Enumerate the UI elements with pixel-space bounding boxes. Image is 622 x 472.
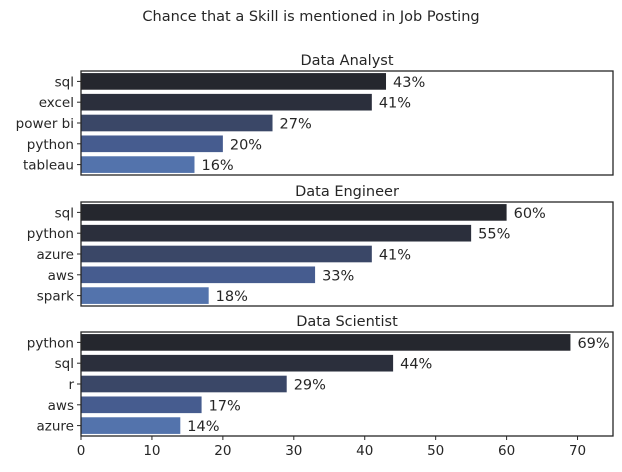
category-label: sql <box>55 356 74 372</box>
category-label: python <box>27 226 74 242</box>
x-tick-label: 30 <box>285 443 302 459</box>
bar-aws <box>81 266 316 284</box>
value-label: 41% <box>379 96 411 112</box>
bar-aws <box>81 396 202 414</box>
bar-python <box>81 135 223 153</box>
panel-data-analyst: Data Analyst sql 43% excel 41% power bi 27% pyt… <box>16 53 614 176</box>
category-label: r <box>68 377 74 393</box>
bar-sql <box>81 73 387 90</box>
category-label: spark <box>37 289 74 305</box>
bar-tableau <box>81 156 195 173</box>
category-label: python <box>27 335 74 351</box>
bar-spark <box>81 287 209 304</box>
x-tick-label: 70 <box>569 443 586 459</box>
category-label: power bi <box>16 116 74 132</box>
panel-data-scientist: Data Scientist python 69% sql 44% r 29% aws 17% a… <box>27 314 614 437</box>
category-label: aws <box>48 268 74 284</box>
x-tick-label: 60 <box>498 443 515 459</box>
bar-r <box>81 375 287 393</box>
value-label: 41% <box>379 248 411 264</box>
value-label: 29% <box>294 378 326 394</box>
category-label: sql <box>55 205 74 221</box>
value-label: 43% <box>393 75 425 91</box>
bar-azure <box>81 245 372 263</box>
bar-sql <box>81 354 394 372</box>
value-label: 44% <box>400 357 432 373</box>
panel-frame <box>80 70 614 176</box>
bar-sql <box>81 204 507 221</box>
value-label: 16% <box>201 158 233 174</box>
category-label: aws <box>48 398 74 414</box>
panels: Data Analyst sql 43% excel 41% power bi 27% pyt… <box>16 53 614 437</box>
panel-title: Data Scientist <box>296 314 398 330</box>
bar-excel <box>81 93 372 111</box>
value-label: 33% <box>322 268 354 284</box>
category-label: sql <box>55 74 74 90</box>
panel-frame <box>80 201 614 307</box>
panel-data-engineer: Data Engineer sql 60% python 55% azure 41% aws 3… <box>27 184 614 307</box>
panel-title: Data Analyst <box>300 53 393 69</box>
value-label: 69% <box>577 336 609 352</box>
category-label: azure <box>37 247 74 263</box>
figure-title: Chance that a Skill is mentioned in Job … <box>142 9 479 25</box>
x-tick-label: 10 <box>143 443 160 459</box>
x-tick-label: 20 <box>214 443 231 459</box>
panel-title: Data Engineer <box>295 184 399 200</box>
bar-python <box>81 334 571 351</box>
category-label: excel <box>39 95 74 111</box>
value-label: 20% <box>230 137 262 153</box>
panel-frame <box>80 331 614 437</box>
category-label: tableau <box>23 158 74 174</box>
x-axis: 0 10 20 30 40 50 60 70 <box>77 436 586 459</box>
x-tick-label: 50 <box>427 443 444 459</box>
bar-azure <box>81 417 181 434</box>
value-label: 14% <box>187 419 219 435</box>
x-tick-label: 0 <box>77 443 86 459</box>
bar-python <box>81 224 472 242</box>
category-label: python <box>27 137 74 153</box>
value-label: 17% <box>209 398 241 414</box>
value-label: 60% <box>514 206 546 222</box>
value-label: 55% <box>478 227 510 243</box>
category-label: azure <box>37 419 74 435</box>
bar-power-bi <box>81 114 273 132</box>
value-label: 27% <box>280 117 312 133</box>
x-tick-label: 40 <box>356 443 373 459</box>
value-label: 18% <box>216 289 248 305</box>
